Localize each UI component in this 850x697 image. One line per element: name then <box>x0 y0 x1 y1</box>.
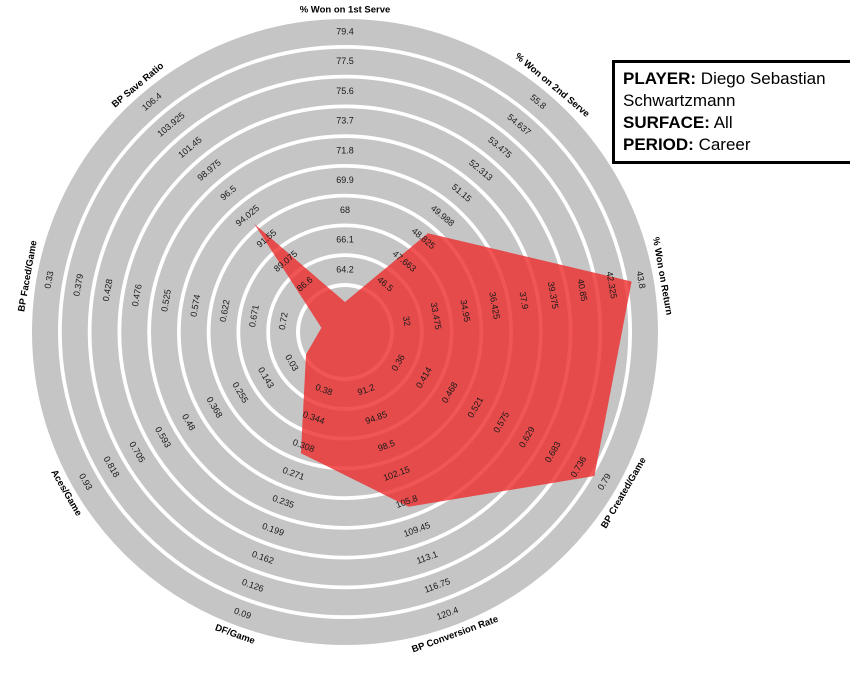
tick-label: 77.5 <box>336 56 354 66</box>
tick-label: 69.9 <box>336 175 354 185</box>
player-info-box: PLAYER: Diego Sebastian Schwartzmann SUR… <box>612 60 850 165</box>
tick-label: 0.622 <box>218 299 232 323</box>
tick-label: 0.379 <box>71 273 85 297</box>
period-label: PERIOD: <box>623 135 694 155</box>
tick-label: 75.6 <box>336 86 354 96</box>
tick-label: 36.425 <box>487 291 502 320</box>
period-value: Career <box>698 135 751 155</box>
surface-label: SURFACE: <box>623 113 710 133</box>
tick-label: 66.1 <box>336 235 354 245</box>
grid-band <box>32 19 658 645</box>
tick-label: 43.8 <box>635 270 648 289</box>
player-data-polygon <box>254 224 632 507</box>
tick-label: 0.33 <box>43 270 56 289</box>
tick-label: 0.72 <box>277 312 290 331</box>
tick-label: 42.325 <box>604 271 619 300</box>
tick-label: 39.375 <box>546 281 561 310</box>
tick-label: 0.525 <box>159 289 173 313</box>
player-label: PLAYER: <box>623 69 697 88</box>
tick-label: 33.475 <box>429 302 444 331</box>
player-value: Diego Sebastian Schwartzmann <box>623 69 826 111</box>
tick-label: 37.9 <box>517 291 530 310</box>
player-line: PLAYER: Diego Sebastian Schwartzmann <box>623 68 843 112</box>
axis-title: % Won on 1st Serve <box>300 5 391 16</box>
tick-label: 34.95 <box>458 299 472 323</box>
surface-line: SURFACE: All <box>623 112 843 134</box>
tick-label: 0.671 <box>247 304 261 328</box>
surface-value: All <box>713 113 733 133</box>
tick-label: 0.428 <box>101 278 115 302</box>
tick-label: 0.574 <box>189 294 203 318</box>
tick-label: 71.8 <box>336 145 354 155</box>
tick-label: 79.4 <box>336 26 354 36</box>
tick-label: 73.7 <box>336 116 354 126</box>
tick-label: 40.85 <box>576 278 590 302</box>
tick-label: 64.2 <box>336 264 354 274</box>
period-line: PERIOD: Career <box>623 134 843 156</box>
tick-label: 0.476 <box>130 283 144 307</box>
tick-label: 68 <box>340 205 350 215</box>
tick-label: 32 <box>401 315 413 327</box>
